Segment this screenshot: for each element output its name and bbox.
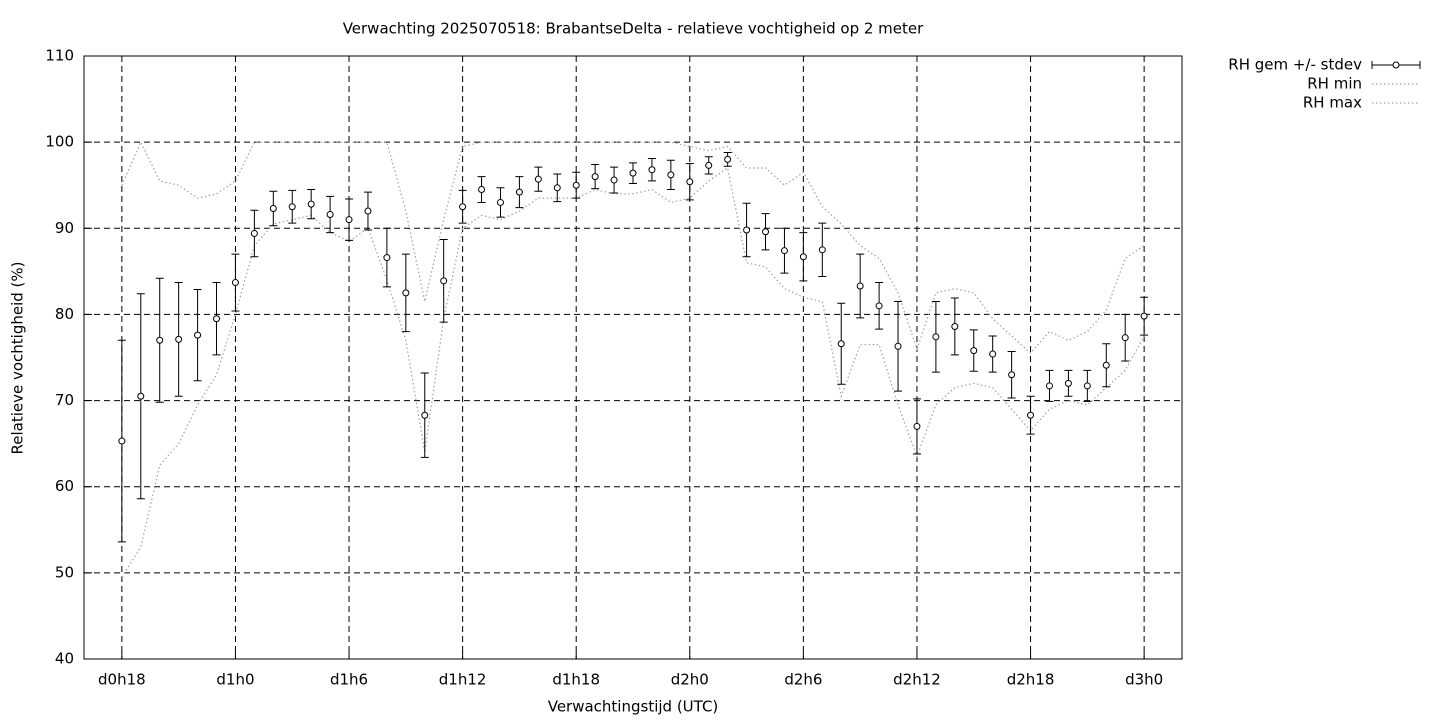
legend-swatch-point [1392,61,1400,69]
data-point [440,277,448,285]
data-point [875,302,883,310]
data-point [1008,371,1016,379]
data-point [231,279,239,287]
legend-label: RH min [1307,75,1362,93]
data-point [591,173,599,181]
data-point [799,253,807,261]
data-point [913,422,921,430]
data-point [288,203,296,211]
data-point [667,171,675,179]
data-point [970,347,978,355]
x-tick-label: d2h12 [893,671,941,689]
data-point [1140,312,1148,320]
data-point [478,186,486,194]
chart-title: Verwachting 2025070518: BrabantseDelta -… [343,20,924,38]
data-point [364,207,372,215]
data-point [269,204,277,212]
data-point [118,437,126,445]
data-point [610,176,618,184]
y-tick-label: 50 [55,563,74,581]
data-point [629,169,637,177]
data-point [515,188,523,196]
y-tick-label: 70 [55,391,74,409]
y-tick-label: 60 [55,477,74,495]
x-tick-label: d1h18 [552,671,600,689]
data-point [686,178,694,186]
data-point [213,315,221,323]
x-tick-label: d1h12 [439,671,487,689]
x-tick-label: d2h0 [671,671,709,689]
line-series [121,140,1145,355]
x-tick-label: d3h0 [1125,671,1163,689]
data-point [856,282,864,290]
x-tick-label: d1h0 [216,671,254,689]
data-point [1121,334,1129,342]
data-point [402,289,410,297]
data-point [1027,411,1035,419]
data-point [496,198,504,206]
y-tick-label: 80 [55,305,74,323]
data-point [534,175,542,183]
data-point [175,335,183,343]
data-point [648,166,656,174]
data-point [345,216,353,224]
data-point [156,336,164,344]
x-tick-label: d2h6 [784,671,822,689]
data-point [1045,382,1053,390]
data-point [837,340,845,348]
data-point [459,203,467,211]
data-point [137,392,145,400]
legend-label: RH max [1303,94,1362,112]
data-point [705,161,713,169]
plot-frame [83,55,1183,660]
data-point [1064,379,1072,387]
line-series [121,166,1145,578]
data-point [818,246,826,254]
data-point [307,200,315,208]
data-point [1083,382,1091,390]
y-tick-label: 100 [45,133,74,151]
x-tick-label: d1h6 [330,671,368,689]
x-axis-label: Verwachtingstijd (UTC) [548,698,719,716]
data-point [421,411,429,419]
data-point [951,322,959,330]
data-point [780,247,788,255]
data-point [932,333,940,341]
data-point [383,254,391,262]
y-tick-label: 90 [55,219,74,237]
data-point [553,184,561,192]
data-point [894,342,902,350]
legend-label: RH gem +/- stdev [1228,56,1362,74]
x-tick-label: d0h18 [98,671,146,689]
data-point [326,211,334,219]
y-tick-label: 110 [45,47,74,65]
y-tick-label: 40 [55,650,74,668]
data-point [572,181,580,189]
data-point [1102,361,1110,369]
data-point [743,226,751,234]
x-tick-label: d2h18 [1007,671,1055,689]
data-point [250,229,258,237]
data-point [762,228,770,236]
y-axis-label: Relatieve vochtigheid (%) [9,261,27,454]
data-point [989,350,997,358]
data-point [194,331,202,339]
data-point [724,155,732,163]
